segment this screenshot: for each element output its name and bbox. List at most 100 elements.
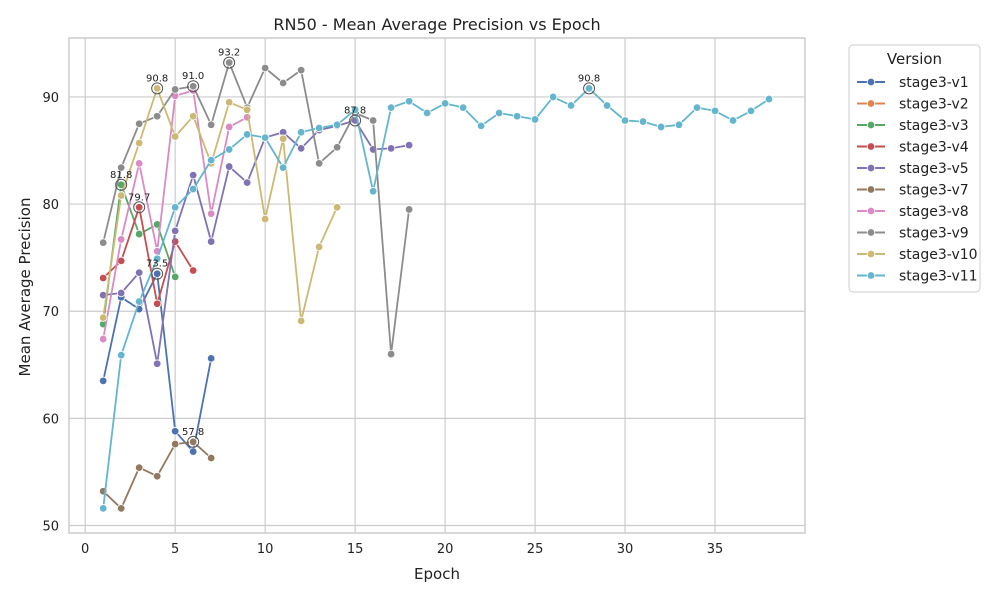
x-tick-label: 25 xyxy=(527,542,544,557)
data-point xyxy=(674,120,684,129)
legend-swatch-marker xyxy=(866,77,876,87)
data-point xyxy=(566,101,576,110)
y-tick-label: 60 xyxy=(42,412,59,427)
annotation-marker xyxy=(115,178,128,191)
data-point xyxy=(170,226,180,236)
annotation-label: 93.2 xyxy=(218,48,240,59)
data-point xyxy=(98,273,108,283)
legend-swatch-marker xyxy=(866,185,876,194)
data-point xyxy=(206,209,216,218)
data-point xyxy=(98,376,108,386)
legend-swatch-marker xyxy=(866,206,876,216)
annotation-marker xyxy=(151,267,164,280)
legend-item: stage3-v2 xyxy=(857,97,969,113)
series-line xyxy=(102,87,338,322)
legend-label: stage3-v11 xyxy=(899,269,978,285)
series-stage3-v10 xyxy=(98,84,342,326)
data-point xyxy=(98,313,108,322)
data-point xyxy=(134,297,144,306)
data-point xyxy=(440,99,450,108)
data-point xyxy=(116,288,126,298)
legend-item: stage3-v3 xyxy=(857,118,969,134)
data-point xyxy=(530,115,540,124)
y-tick-label: 50 xyxy=(42,520,59,535)
data-point xyxy=(116,504,126,513)
data-point xyxy=(260,63,270,73)
y-tick-label: 90 xyxy=(42,91,59,106)
legend-swatch-marker xyxy=(866,249,876,259)
data-point xyxy=(296,316,306,326)
data-point xyxy=(224,162,234,171)
data-point xyxy=(98,238,108,247)
y-tick-label: 70 xyxy=(42,305,59,320)
legend-swatch-marker xyxy=(866,120,876,130)
x-axis-title: Epoch xyxy=(414,565,460,583)
data-point xyxy=(116,191,126,200)
data-point xyxy=(278,163,288,172)
x-tick-label: 0 xyxy=(81,542,89,557)
data-point xyxy=(296,128,306,137)
legend-label: stage3-v4 xyxy=(899,140,969,156)
legend-swatch-marker xyxy=(866,271,876,280)
data-point xyxy=(332,203,342,212)
legend-label: stage3-v3 xyxy=(899,118,969,134)
plot-frame xyxy=(68,37,806,534)
data-point xyxy=(224,122,234,132)
x-tick-label: 15 xyxy=(347,542,364,557)
data-point xyxy=(206,354,216,363)
data-point xyxy=(242,130,252,139)
data-point xyxy=(314,123,324,133)
legend-item: stage3-v4 xyxy=(857,140,969,156)
data-point xyxy=(152,269,162,278)
data-point xyxy=(458,103,468,112)
data-point xyxy=(170,439,180,449)
data-point xyxy=(116,163,126,172)
data-point xyxy=(602,101,612,110)
data-point xyxy=(314,159,324,168)
data-point xyxy=(350,105,360,114)
data-point xyxy=(134,463,144,472)
data-point xyxy=(584,84,594,93)
data-point xyxy=(224,145,234,154)
legend-swatch-marker xyxy=(866,163,876,173)
data-point xyxy=(188,266,198,275)
data-point xyxy=(206,120,216,129)
data-point xyxy=(152,299,162,308)
data-point xyxy=(152,472,162,481)
data-point xyxy=(242,178,252,187)
legend-item: stage3-v7 xyxy=(857,183,969,199)
legend-item: stage3-v10 xyxy=(857,247,978,263)
data-point xyxy=(134,229,144,239)
chart-title: RN50 - Mean Average Precision vs Epoch xyxy=(273,15,600,34)
annotation-label: 90.8 xyxy=(578,73,600,84)
annotation-marker xyxy=(187,435,200,448)
data-point xyxy=(692,103,702,112)
data-point xyxy=(170,85,180,94)
data-point xyxy=(404,205,414,214)
data-point xyxy=(314,242,324,252)
data-point xyxy=(152,84,162,93)
legend-item: stage3-v11 xyxy=(857,269,978,285)
legend-label: stage3-v5 xyxy=(899,161,969,177)
data-point xyxy=(260,133,270,142)
data-point xyxy=(188,82,198,91)
data-point xyxy=(188,170,198,180)
series-stage3-v11 xyxy=(98,84,774,513)
data-point xyxy=(188,184,198,194)
data-point xyxy=(278,78,288,88)
series-stage3-v7 xyxy=(98,437,216,513)
annotation-label: 90.8 xyxy=(146,73,168,84)
annotation-marker xyxy=(583,82,596,95)
data-point xyxy=(260,214,270,224)
data-point xyxy=(404,140,414,150)
data-point xyxy=(548,92,558,102)
data-point xyxy=(296,144,306,153)
data-point xyxy=(386,144,396,153)
annotation-label: 79.7 xyxy=(128,192,150,203)
legend-box xyxy=(848,44,981,293)
data-point xyxy=(188,447,198,456)
data-point xyxy=(368,187,378,196)
data-point xyxy=(620,116,630,125)
annotation-marker xyxy=(349,114,362,127)
data-point xyxy=(134,138,144,148)
